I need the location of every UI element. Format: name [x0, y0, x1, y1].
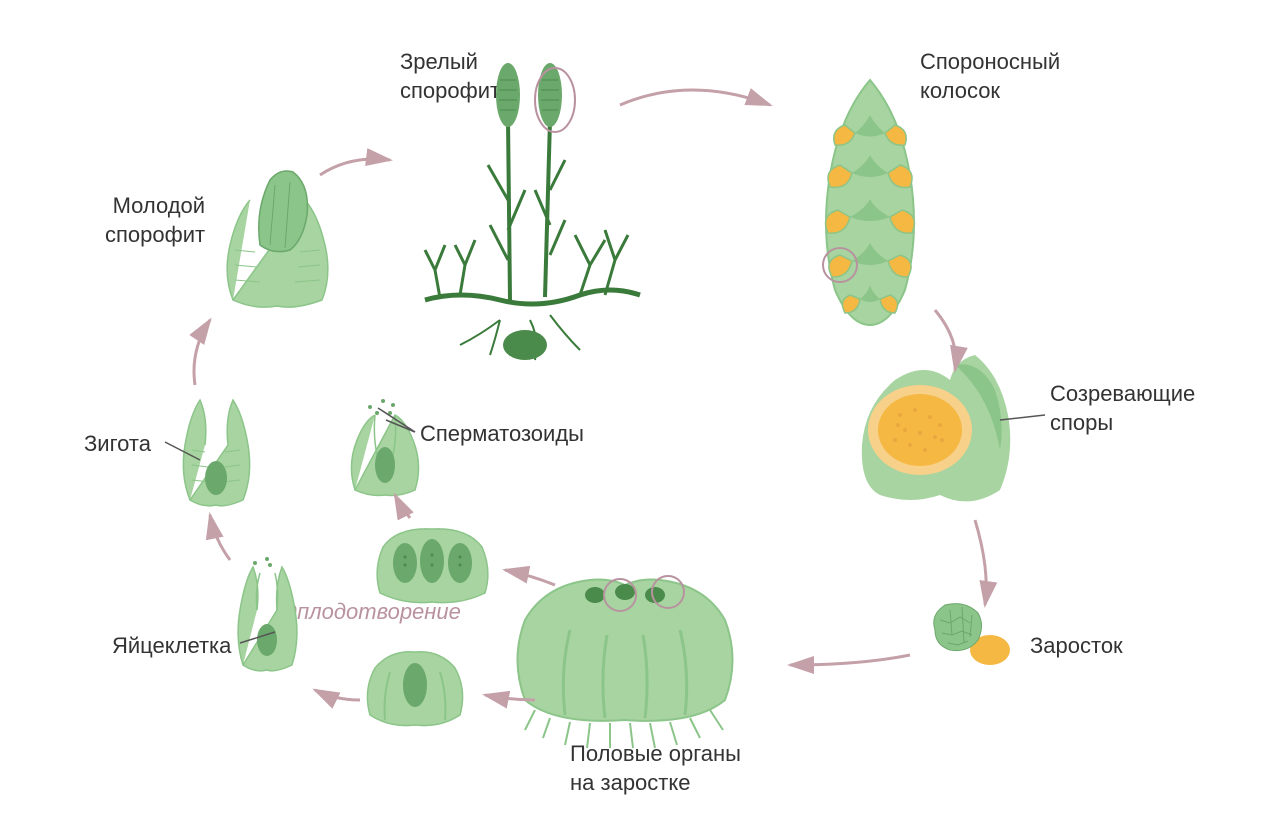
stage-sperm [335, 395, 435, 500]
text-zygote: Зигота [84, 431, 151, 456]
stage-maturing-spores [840, 345, 1020, 515]
marker-sporangium [820, 245, 860, 285]
text-sperm: Сперматозоиды [420, 421, 584, 446]
label-prothallus: Заросток [1030, 632, 1123, 661]
stage-zygote [170, 390, 265, 510]
label-maturing-spores: Созревающиеспоры [1050, 380, 1195, 437]
stage-egg [225, 555, 310, 675]
text-prothallus: Заросток [1030, 633, 1123, 658]
label-young-sporophyte: Молодойспорофит [105, 192, 205, 249]
label-zygote: Зигота [84, 430, 151, 459]
stage-prothallus [920, 595, 1015, 675]
marker-archegonium [600, 575, 640, 615]
text-egg: Яйцеклетка [112, 633, 231, 658]
text-young-sporophyte: Молодойспорофит [105, 193, 205, 247]
label-sperm: Сперматозоиды [420, 420, 584, 449]
marker-strobilus [530, 65, 580, 135]
label-egg: Яйцеклетка [112, 632, 231, 661]
text-maturing-spores: Созревающиеспоры [1050, 381, 1195, 435]
stage-young-sporophyte [215, 160, 340, 310]
stage-gametophyte-section [355, 640, 475, 730]
stage-antheridia [365, 515, 500, 610]
marker-antheridium [648, 572, 688, 612]
stage-strobilus [790, 75, 950, 330]
